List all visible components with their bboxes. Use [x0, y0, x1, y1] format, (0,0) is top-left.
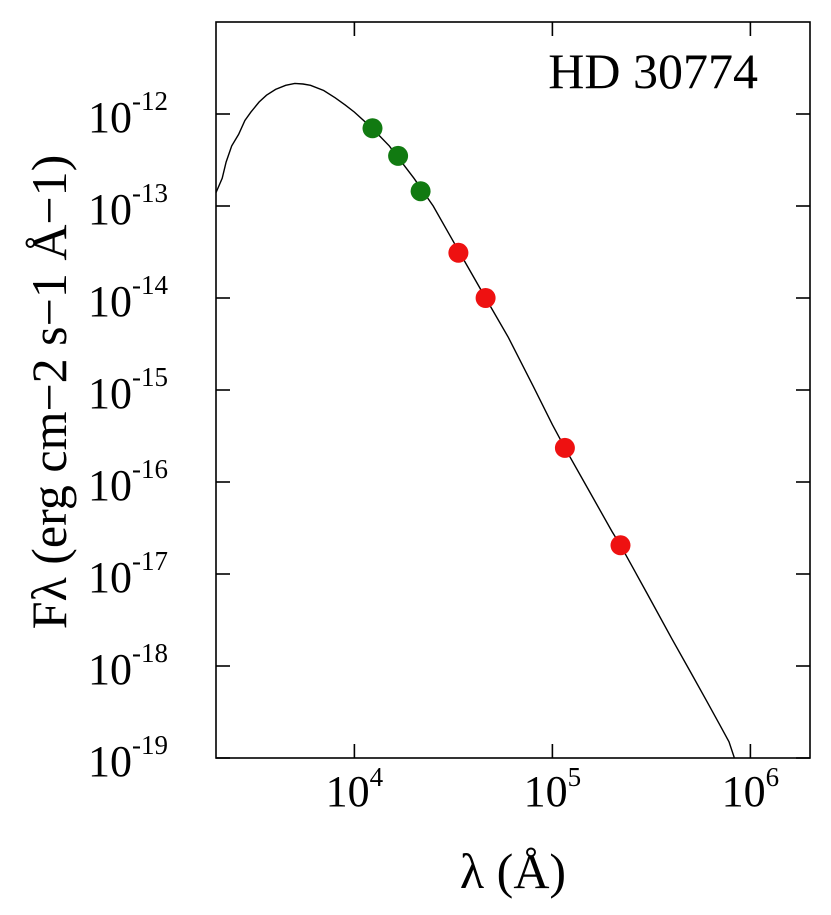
y-tick-label: 10-19: [88, 730, 168, 786]
axis-ticks: [216, 22, 810, 759]
plot-frame: [215, 21, 811, 759]
x-axis-title: λ (Å): [460, 843, 566, 899]
y-tick-label: 10-15: [88, 362, 168, 418]
x-tick-label: 106: [722, 762, 780, 816]
data-point-green: [388, 145, 409, 166]
data-point-red: [554, 437, 575, 458]
x-tick-label: 105: [524, 762, 582, 816]
photometry-points: [362, 118, 631, 556]
y-tick-labels: 10-12 10-13 10-14 10-15 10-16 10-17 10-18 10-19: [88, 86, 168, 786]
y-tick-label: 10-12: [88, 86, 168, 142]
data-point-red: [475, 288, 496, 308]
x-tick-label: 104: [326, 762, 384, 816]
y-tick-label: 10-14: [88, 270, 168, 326]
data-point-green: [410, 181, 431, 202]
y-tick-label: 10-16: [88, 454, 168, 510]
y-tick-label: 10-18: [88, 638, 168, 694]
data-point-red: [610, 535, 631, 556]
model-spectrum-line: [215, 82, 736, 759]
data-point-red: [448, 242, 469, 263]
y-tick-label: 10-13: [88, 178, 168, 234]
y-tick-label: 10-17: [88, 546, 168, 602]
y-axis-title: Fλ (erg cm−2 s−1 Å−1): [21, 155, 77, 630]
star-name-label: HD 30774: [548, 43, 758, 99]
x-tick-labels: 104 105 106: [326, 762, 780, 816]
data-point-green: [362, 118, 383, 139]
